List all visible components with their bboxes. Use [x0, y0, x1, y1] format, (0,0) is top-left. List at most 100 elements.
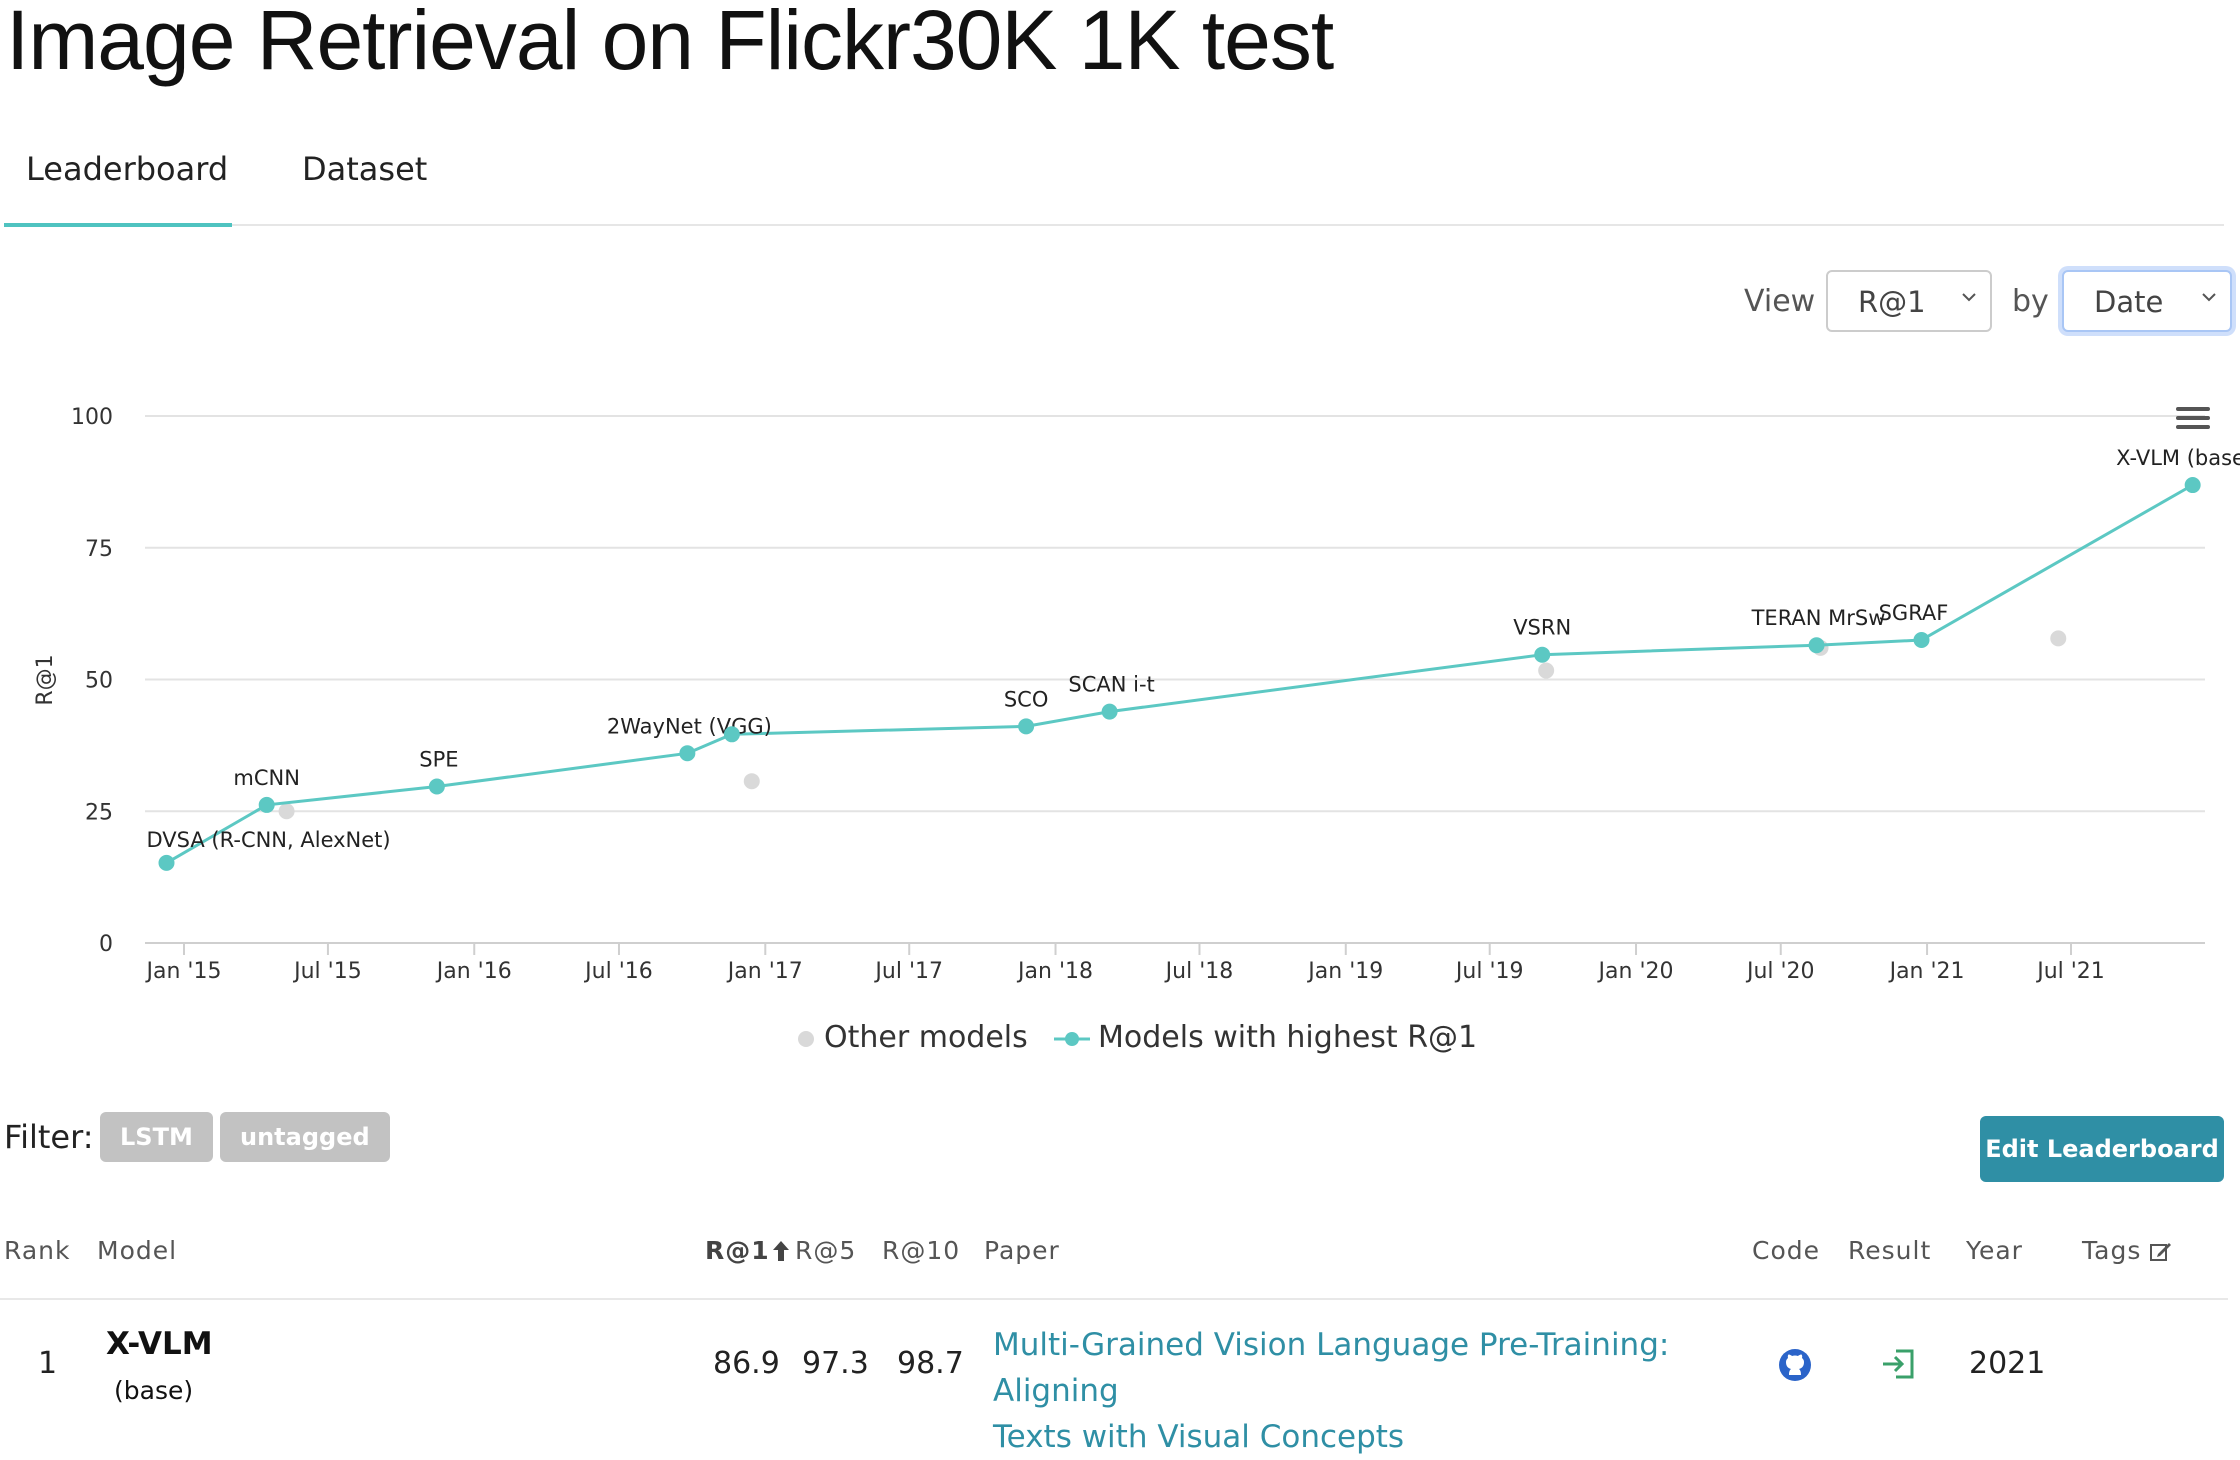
column-header-year[interactable]: Year	[1966, 1236, 2023, 1265]
column-header-r1-label: R@1	[705, 1236, 770, 1265]
legend-line-dot-icon	[1054, 1031, 1090, 1046]
result-link-icon[interactable]	[1880, 1348, 1916, 1380]
x-axis-ticks: Jan '15 Jul '15 Jan '16 Jul '16 Jan '17 Jul '…	[145, 943, 2105, 984]
github-icon[interactable]	[1778, 1348, 1812, 1382]
row-model-variant: (base)	[114, 1376, 194, 1405]
data-point-label: SCO	[1004, 687, 1049, 711]
y-tick-label: 100	[71, 405, 113, 430]
paper-title-line-1: Multi-Grained Vision Language Pre-Traini…	[993, 1327, 1670, 1409]
best-model-point	[258, 796, 275, 813]
data-point-label: TERAN MrSw	[1751, 606, 1886, 630]
row-r10: 98.7	[897, 1346, 964, 1381]
filter-label: Filter:	[4, 1118, 94, 1156]
view-label: View	[1744, 284, 1816, 319]
best-model-point	[723, 726, 740, 743]
data-point-label: SPE	[419, 747, 458, 771]
row-year: 2021	[1969, 1346, 2046, 1381]
y-tick-label: 25	[85, 800, 113, 825]
tag-chip-lstm[interactable]: LSTM	[100, 1112, 213, 1162]
paper-title-line-2: Texts with Visual Concepts	[993, 1419, 1405, 1455]
column-header-result[interactable]: Result	[1848, 1236, 1932, 1265]
x-tick-label: Jan '20	[1597, 959, 1674, 984]
y-tick-label: 50	[85, 669, 113, 694]
best-models-line	[165, 483, 2194, 865]
tab-leaderboard[interactable]: Leaderboard	[26, 150, 229, 188]
best-models-series: DVSA (R-CNN, AlexNet) mCNN SPE 2WayNet (VGG…	[147, 446, 2240, 871]
x-tick-label: Jul '20	[1745, 959, 1815, 984]
y-tick-label: 75	[85, 537, 113, 562]
column-header-paper[interactable]: Paper	[984, 1236, 1060, 1265]
legend-other-label: Other models	[824, 1020, 1028, 1055]
legend-dot-icon	[798, 1030, 814, 1047]
sort-up-arrow-icon	[772, 1241, 789, 1261]
chevron-down-icon	[2202, 293, 2216, 302]
y-axis-label: R@1	[33, 654, 58, 705]
row-r5: 97.3	[802, 1346, 869, 1381]
best-model-point	[1534, 646, 1551, 663]
column-header-r1[interactable]: R@1	[705, 1236, 790, 1265]
sort-select[interactable]: Date	[2062, 270, 2232, 332]
legend-best-models[interactable]: Models with highest R@1	[1054, 1020, 1477, 1055]
active-tab-indicator	[4, 223, 232, 227]
best-model-point	[1101, 703, 1118, 720]
chart-grid	[145, 415, 2205, 944]
column-header-tags[interactable]: Tags	[2082, 1236, 2173, 1265]
column-header-r10[interactable]: R@10	[882, 1236, 961, 1265]
tab-bar: Leaderboard Dataset	[4, 120, 2224, 227]
x-tick-label: Jul '21	[2035, 959, 2105, 984]
row-paper-link[interactable]: Multi-Grained Vision Language Pre-Traini…	[993, 1322, 1753, 1460]
edit-leaderboard-button[interactable]: Edit Leaderboard	[1980, 1116, 2224, 1182]
other-model-point	[743, 773, 760, 790]
tab-dataset[interactable]: Dataset	[302, 150, 428, 188]
data-point-label: VSRN	[1513, 616, 1571, 640]
legend-other-models[interactable]: Other models	[796, 1020, 1028, 1055]
chevron-down-icon	[1962, 293, 1976, 302]
x-tick-label: Jan '18	[1016, 959, 1093, 984]
other-models-series	[278, 630, 2067, 820]
x-tick-label: Jul '15	[292, 959, 362, 984]
x-tick-label: Jan '15	[145, 959, 222, 984]
page-title: Image Retrieval on Flickr30K 1K test	[6, 0, 1334, 87]
best-model-point	[679, 745, 696, 762]
hamburger-menu-icon[interactable]	[2176, 407, 2210, 429]
data-point-label: X-VLM (base)	[2116, 446, 2240, 470]
column-header-code[interactable]: Code	[1752, 1236, 1821, 1265]
data-point-label: 2WayNet (VGG)	[607, 714, 772, 738]
data-point-label: mCNN	[233, 766, 300, 790]
x-tick-label: Jan '19	[1306, 959, 1383, 984]
row-model-name[interactable]: X-VLM	[106, 1326, 213, 1362]
x-tick-label: Jul '17	[873, 959, 943, 984]
y-axis-ticks: 0 25 50 75 100	[71, 405, 113, 957]
y-tick-label: 0	[99, 932, 113, 957]
column-header-rank[interactable]: Rank	[4, 1236, 71, 1265]
best-model-point	[2184, 477, 2201, 494]
metric-select-value: R@1	[1858, 285, 1926, 319]
by-label: by	[2012, 284, 2049, 319]
metric-select[interactable]: R@1	[1826, 270, 1992, 332]
best-model-point	[1808, 637, 1825, 654]
data-point-label: DVSA (R-CNN, AlexNet)	[147, 828, 391, 852]
data-point-label: SGRAF	[1879, 601, 1949, 625]
column-header-r5[interactable]: R@5	[795, 1236, 857, 1265]
table-header-divider	[0, 1298, 2228, 1300]
legend-best-label: Models with highest R@1	[1098, 1020, 1478, 1055]
tag-chip-untagged[interactable]: untagged	[220, 1112, 390, 1162]
x-tick-label: Jan '21	[1888, 959, 1965, 984]
chart-legend: Other models Models with highest R@1	[0, 1020, 2240, 1060]
edit-pencil-icon[interactable]	[2149, 1240, 2173, 1262]
column-header-tags-label: Tags	[2082, 1236, 2142, 1265]
x-tick-label: Jul '16	[583, 959, 653, 984]
x-tick-label: Jan '16	[435, 959, 512, 984]
best-model-point	[1913, 631, 1930, 648]
best-model-point	[1018, 718, 1035, 735]
row-r1: 86.9	[713, 1346, 780, 1381]
data-point-label: SCAN i-t	[1068, 673, 1154, 697]
x-tick-label: Jan '17	[726, 959, 803, 984]
row-rank: 1	[38, 1346, 58, 1381]
column-header-model[interactable]: Model	[97, 1236, 178, 1265]
other-model-point	[278, 803, 295, 820]
x-tick-label: Jul '18	[1164, 959, 1234, 984]
best-model-point	[428, 778, 445, 795]
best-model-point	[158, 854, 175, 871]
